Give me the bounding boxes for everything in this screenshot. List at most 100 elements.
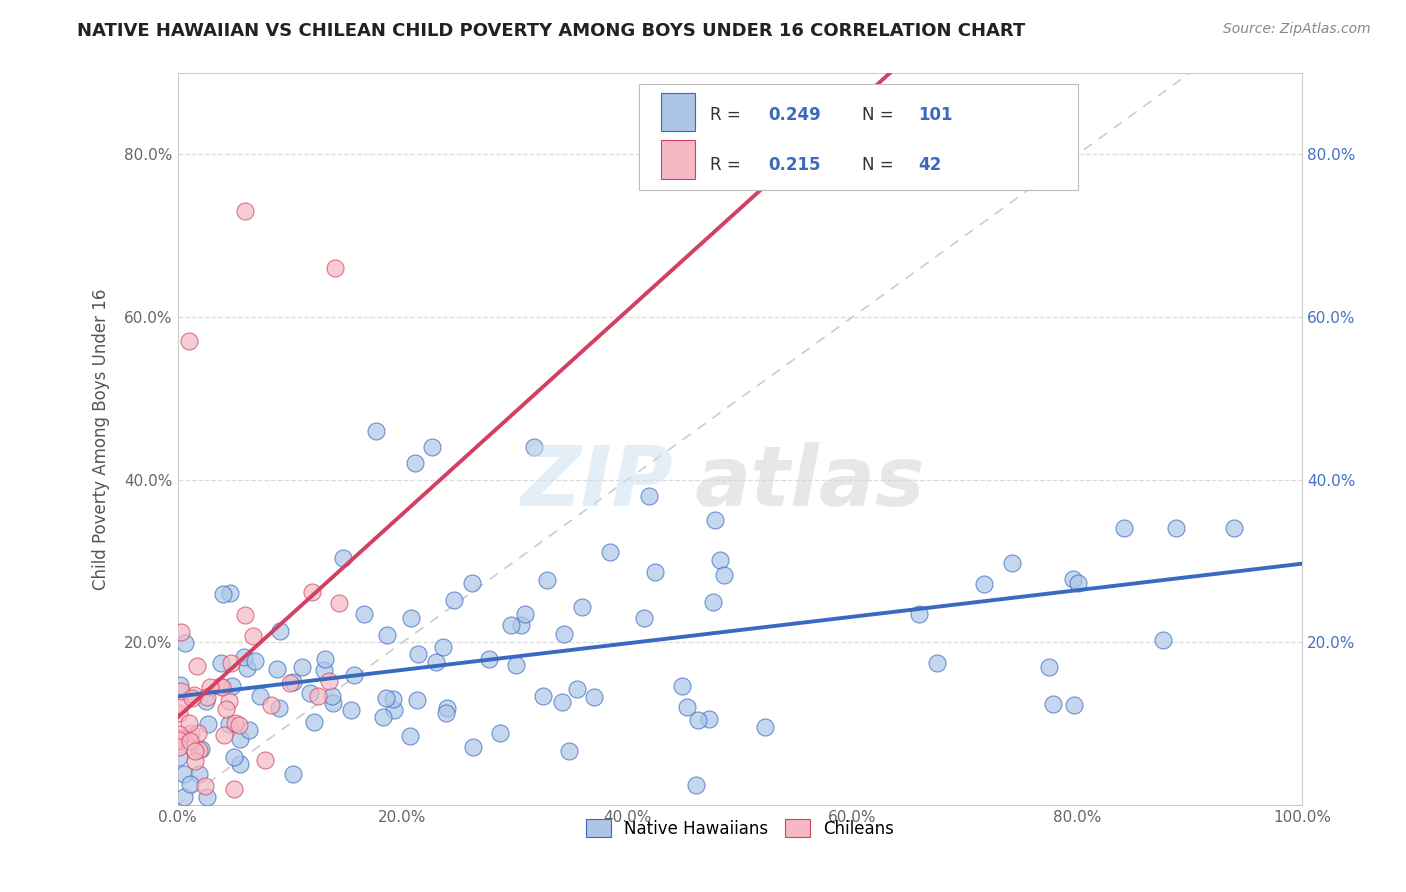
Point: [638, 489, 661, 503]
Point: [434, 706, 457, 721]
Point: [374, 691, 396, 706]
Point: [531, 689, 554, 703]
Point: [184, 744, 207, 758]
Point: [1042, 697, 1064, 711]
Point: [322, 696, 344, 710]
Text: ZIP: ZIP: [520, 442, 672, 524]
Text: Source: ZipAtlas.com: Source: ZipAtlas.com: [1223, 22, 1371, 37]
Point: [228, 718, 250, 732]
Point: [307, 689, 329, 703]
Point: [1038, 660, 1060, 674]
Point: [167, 733, 190, 747]
Point: [633, 611, 655, 625]
Text: 42: 42: [918, 156, 941, 174]
Point: [382, 703, 405, 717]
Point: [318, 674, 340, 689]
Point: [709, 553, 731, 567]
Point: [218, 585, 240, 599]
Point: [754, 720, 776, 734]
Point: [211, 680, 233, 694]
Point: [571, 599, 593, 614]
Point: [179, 733, 201, 747]
Point: [218, 693, 240, 707]
Point: [233, 607, 256, 622]
Point: [599, 545, 621, 559]
Point: [222, 782, 245, 797]
Point: [267, 700, 290, 714]
Legend: Native Hawaiians, Chileans: Native Hawaiians, Chileans: [579, 813, 901, 844]
Point: [173, 789, 195, 804]
Point: [208, 680, 231, 694]
Point: [676, 699, 699, 714]
Point: [167, 750, 190, 764]
Point: [685, 778, 707, 792]
Point: [321, 689, 343, 703]
Point: [249, 690, 271, 704]
Point: [408, 647, 430, 661]
Point: [399, 610, 422, 624]
Text: 101: 101: [918, 106, 952, 124]
Point: [169, 678, 191, 692]
Point: [197, 717, 219, 731]
Text: 0.249: 0.249: [768, 106, 821, 124]
Point: [242, 629, 264, 643]
Point: [184, 754, 207, 768]
Point: [406, 692, 429, 706]
Point: [194, 694, 217, 708]
Point: [513, 607, 536, 621]
Point: [323, 261, 346, 276]
Point: [314, 663, 336, 677]
Point: [236, 661, 259, 675]
Point: [283, 767, 305, 781]
Point: [169, 683, 191, 698]
Point: [553, 626, 575, 640]
Point: [366, 424, 388, 438]
Point: [218, 717, 240, 731]
Point: [702, 595, 724, 609]
Point: [328, 596, 350, 610]
Point: [245, 654, 267, 668]
Text: atlas: atlas: [695, 442, 925, 524]
Point: [1152, 632, 1174, 647]
Point: [644, 565, 666, 579]
Point: [224, 716, 246, 731]
Point: [173, 636, 195, 650]
Point: [558, 744, 581, 758]
Point: [375, 628, 398, 642]
Point: [229, 756, 252, 771]
Point: [173, 767, 195, 781]
Text: N =: N =: [862, 106, 898, 124]
Point: [187, 743, 209, 757]
Point: [499, 617, 522, 632]
Point: [510, 617, 533, 632]
Point: [190, 742, 212, 756]
Point: [704, 513, 727, 527]
Text: R =: R =: [710, 106, 745, 124]
Point: [181, 691, 204, 706]
Point: [399, 729, 422, 743]
Text: N =: N =: [862, 156, 898, 174]
Point: [281, 675, 304, 690]
Point: [565, 681, 588, 696]
Text: NATIVE HAWAIIAN VS CHILEAN CHILD POVERTY AMONG BOYS UNDER 16 CORRELATION CHART: NATIVE HAWAIIAN VS CHILEAN CHILD POVERTY…: [77, 22, 1025, 40]
Point: [1062, 572, 1084, 586]
Point: [187, 726, 209, 740]
Point: [224, 750, 246, 764]
Point: [180, 726, 202, 740]
Point: [298, 686, 321, 700]
Point: [373, 710, 395, 724]
Point: [353, 607, 375, 621]
Point: [260, 698, 283, 712]
Point: [169, 698, 191, 712]
Point: [177, 716, 200, 731]
Point: [186, 658, 208, 673]
Point: [195, 690, 218, 704]
Point: [1223, 521, 1246, 535]
Point: [688, 713, 710, 727]
Point: [254, 753, 277, 767]
FancyBboxPatch shape: [638, 84, 1077, 190]
Point: [167, 706, 190, 721]
Point: [197, 789, 219, 804]
Bar: [661, 140, 695, 178]
Y-axis label: Child Poverty Among Boys Under 16: Child Poverty Among Boys Under 16: [93, 288, 110, 590]
